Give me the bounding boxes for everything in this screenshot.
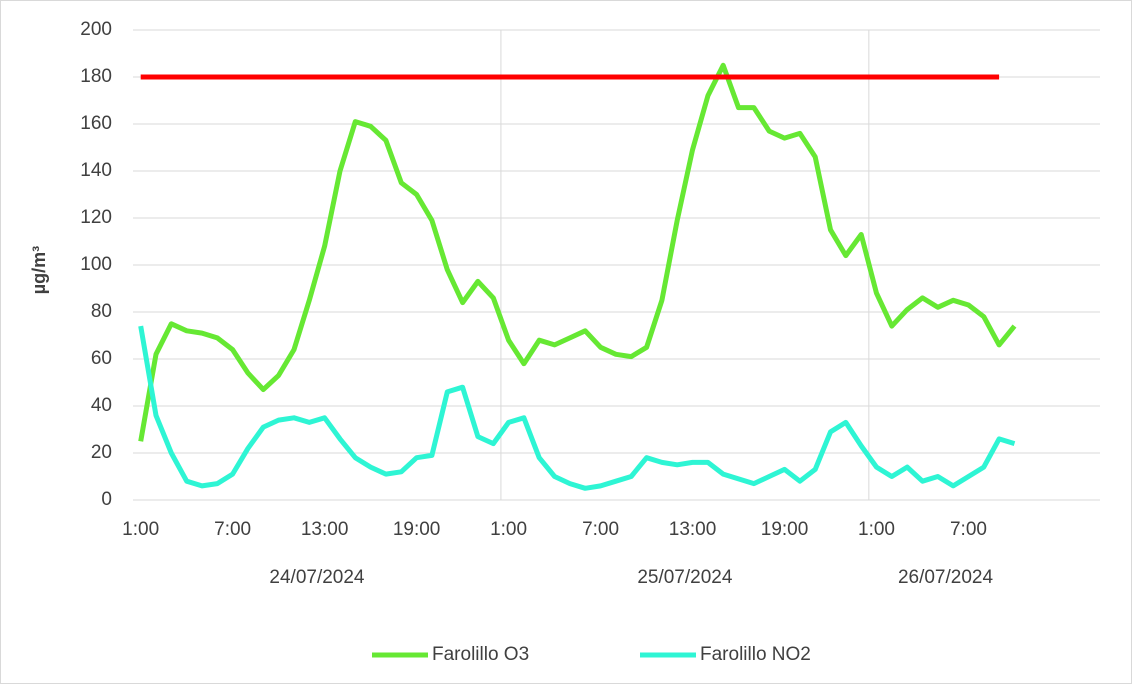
x-tick-label: 1:00	[490, 519, 527, 540]
x-tick-label: 7:00	[582, 519, 619, 540]
y-tick-label: 180	[80, 66, 112, 87]
y-tick-label: 60	[91, 348, 112, 369]
series-line	[138, 325, 1016, 491]
x-tick-label: 1:00	[122, 519, 159, 540]
x-group-label: 26/07/2024	[898, 567, 994, 588]
y-tick-label: 140	[80, 160, 112, 181]
x-tick-label: 13:00	[301, 519, 349, 540]
x-tick-label: 19:00	[393, 519, 441, 540]
y-tick-label: 20	[91, 442, 112, 463]
x-tick-label: 1:00	[858, 519, 895, 540]
x-group-label: 24/07/2024	[269, 567, 365, 588]
y-axis-label: µg/m³	[29, 246, 49, 294]
y-tick-label: 160	[80, 113, 112, 134]
y-tick-label: 100	[80, 254, 112, 275]
legend-label: Farolillo O3	[432, 644, 529, 665]
y-tick-label: 80	[91, 301, 112, 322]
y-tick-label: 0	[101, 489, 112, 510]
y-tick-label: 40	[91, 395, 112, 416]
legend-label: Farolillo NO2	[700, 644, 811, 665]
y-tick-label: 120	[80, 207, 112, 228]
x-tick-label: 19:00	[761, 519, 809, 540]
y-tick-label: 200	[80, 19, 112, 40]
x-tick-label: 13:00	[669, 519, 717, 540]
series-line	[138, 62, 1017, 442]
x-group-label: 25/07/2024	[637, 567, 733, 588]
x-tick-label: 7:00	[214, 519, 251, 540]
x-tick-label: 7:00	[950, 519, 987, 540]
